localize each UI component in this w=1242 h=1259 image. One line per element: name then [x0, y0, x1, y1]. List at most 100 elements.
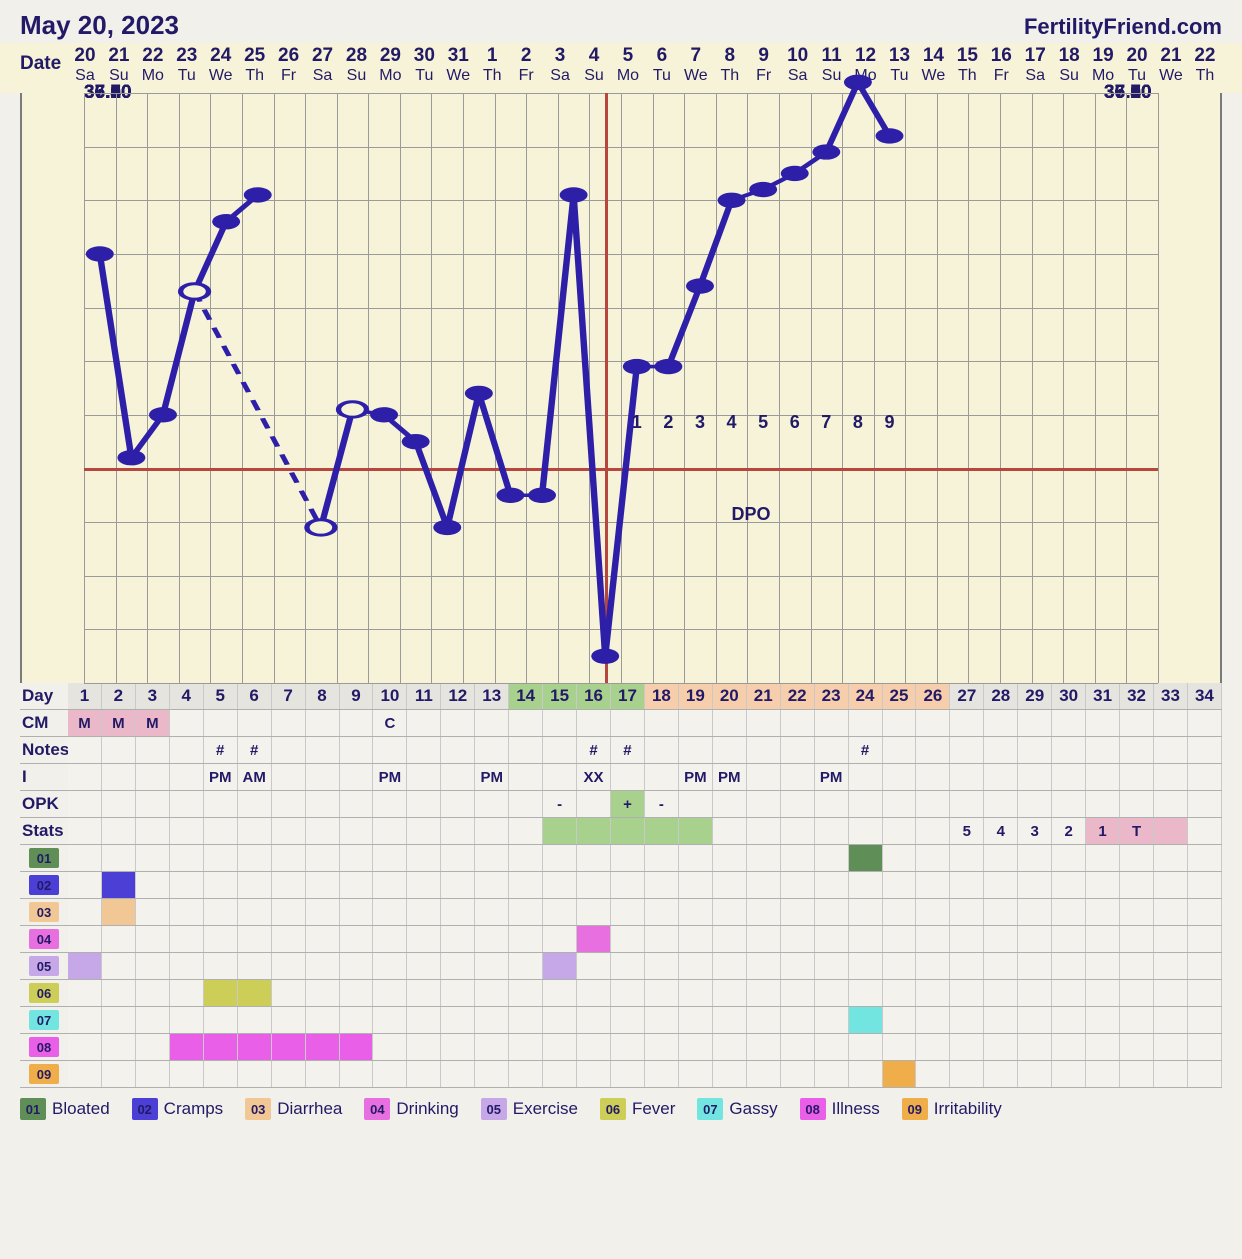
- row-notes-cell-day-28[interactable]: [984, 737, 1018, 763]
- row-notes-cell-day-9[interactable]: [340, 737, 374, 763]
- symptom-09-cell-day-7[interactable]: [272, 1061, 306, 1087]
- symptom-02-cell-day-15[interactable]: [543, 872, 577, 898]
- row-i-cell-day-15[interactable]: [543, 764, 577, 790]
- symptom-06-cell-day-30[interactable]: [1052, 980, 1086, 1006]
- symptom-09-cell-day-30[interactable]: [1052, 1061, 1086, 1087]
- symptom-01-cell-day-21[interactable]: [747, 845, 781, 871]
- row-opk-cell-day-32[interactable]: [1120, 791, 1154, 817]
- symptom-07-cell-day-13[interactable]: [475, 1007, 509, 1033]
- symptom-05-cell-day-26[interactable]: [916, 953, 950, 979]
- symptom-03-cell-day-32[interactable]: [1120, 899, 1154, 925]
- symptom-02-cell-day-9[interactable]: [340, 872, 374, 898]
- symptom-06-cell-day-5[interactable]: [204, 980, 238, 1006]
- symptom-04-cell-day-10[interactable]: [373, 926, 407, 952]
- symptom-08-cell-day-21[interactable]: [747, 1034, 781, 1060]
- row-cm-cell-day-19[interactable]: [679, 710, 713, 736]
- symptom-03-cell-day-33[interactable]: [1154, 899, 1188, 925]
- row-notes-cell-day-31[interactable]: [1086, 737, 1120, 763]
- symptom-08-cell-day-2[interactable]: [102, 1034, 136, 1060]
- symptom-01-cell-day-33[interactable]: [1154, 845, 1188, 871]
- row-notes-cell-day-12[interactable]: [441, 737, 475, 763]
- symptom-06-cell-day-11[interactable]: [407, 980, 441, 1006]
- row-cm-cell-day-32[interactable]: [1120, 710, 1154, 736]
- symptom-02-cell-day-3[interactable]: [136, 872, 170, 898]
- symptom-08-cell-day-11[interactable]: [407, 1034, 441, 1060]
- symptom-05-cell-day-15[interactable]: [543, 953, 577, 979]
- symptom-07-cell-day-3[interactable]: [136, 1007, 170, 1033]
- symptom-07-cell-day-30[interactable]: [1052, 1007, 1086, 1033]
- symptom-06-cell-day-6[interactable]: [238, 980, 272, 1006]
- symptom-01-cell-day-9[interactable]: [340, 845, 374, 871]
- symptom-05-cell-day-31[interactable]: [1086, 953, 1120, 979]
- symptom-03-cell-day-22[interactable]: [781, 899, 815, 925]
- symptom-02-cell-day-28[interactable]: [984, 872, 1018, 898]
- symptom-05-cell-day-4[interactable]: [170, 953, 204, 979]
- temp-point-day-21[interactable]: [718, 193, 746, 208]
- row-opk-cell-day-5[interactable]: [204, 791, 238, 817]
- symptom-04-cell-day-1[interactable]: [68, 926, 102, 952]
- symptom-03-cell-day-7[interactable]: [272, 899, 306, 925]
- symptom-03-cell-day-2[interactable]: [102, 899, 136, 925]
- symptom-02-cell-day-30[interactable]: [1052, 872, 1086, 898]
- symptom-09-cell-day-33[interactable]: [1154, 1061, 1188, 1087]
- symptom-04-cell-day-15[interactable]: [543, 926, 577, 952]
- temp-point-day-6[interactable]: [244, 187, 272, 202]
- row-cm-cell-day-27[interactable]: [950, 710, 984, 736]
- symptom-08-cell-day-29[interactable]: [1018, 1034, 1052, 1060]
- row-opk-cell-day-25[interactable]: [883, 791, 917, 817]
- symptom-03-cell-day-23[interactable]: [815, 899, 849, 925]
- symptom-08-cell-day-25[interactable]: [883, 1034, 917, 1060]
- row-i-cell-day-9[interactable]: [340, 764, 374, 790]
- row-opk-cell-day-18[interactable]: -: [645, 791, 679, 817]
- symptom-04-cell-day-31[interactable]: [1086, 926, 1120, 952]
- row-stats-cell-day-19[interactable]: [679, 818, 713, 844]
- symptom-04-cell-day-28[interactable]: [984, 926, 1018, 952]
- row-cm-cell-day-7[interactable]: [272, 710, 306, 736]
- row-stats-cell-day-10[interactable]: [373, 818, 407, 844]
- symptom-03-cell-day-9[interactable]: [340, 899, 374, 925]
- symptom-02-cell-day-10[interactable]: [373, 872, 407, 898]
- symptom-05-cell-day-29[interactable]: [1018, 953, 1052, 979]
- symptom-07-cell-day-12[interactable]: [441, 1007, 475, 1033]
- symptom-04-cell-day-3[interactable]: [136, 926, 170, 952]
- row-i-cell-day-14[interactable]: [509, 764, 543, 790]
- symptom-09-cell-day-25[interactable]: [883, 1061, 917, 1087]
- row-notes-cell-day-2[interactable]: [102, 737, 136, 763]
- symptom-07-cell-day-27[interactable]: [950, 1007, 984, 1033]
- symptom-03-cell-day-6[interactable]: [238, 899, 272, 925]
- symptom-08-cell-day-30[interactable]: [1052, 1034, 1086, 1060]
- symptom-08-cell-day-3[interactable]: [136, 1034, 170, 1060]
- symptom-08-cell-day-4[interactable]: [170, 1034, 204, 1060]
- temp-point-day-8[interactable]: [307, 520, 335, 535]
- symptom-02-cell-day-24[interactable]: [849, 872, 883, 898]
- symptom-03-cell-day-13[interactable]: [475, 899, 509, 925]
- row-i-cell-day-25[interactable]: [883, 764, 917, 790]
- symptom-07-cell-day-1[interactable]: [68, 1007, 102, 1033]
- symptom-02-cell-day-34[interactable]: [1188, 872, 1222, 898]
- symptom-01-cell-day-15[interactable]: [543, 845, 577, 871]
- symptom-08-cell-day-7[interactable]: [272, 1034, 306, 1060]
- row-cm-cell-day-34[interactable]: [1188, 710, 1222, 736]
- row-opk-cell-day-22[interactable]: [781, 791, 815, 817]
- symptom-09-cell-day-1[interactable]: [68, 1061, 102, 1087]
- symptom-09-cell-day-34[interactable]: [1188, 1061, 1222, 1087]
- symptom-07-cell-day-23[interactable]: [815, 1007, 849, 1033]
- row-opk-cell-day-13[interactable]: [475, 791, 509, 817]
- row-notes-cell-day-33[interactable]: [1154, 737, 1188, 763]
- symptom-08-cell-day-27[interactable]: [950, 1034, 984, 1060]
- row-stats-cell-day-9[interactable]: [340, 818, 374, 844]
- temp-point-day-3[interactable]: [149, 407, 177, 422]
- symptom-05-cell-day-32[interactable]: [1120, 953, 1154, 979]
- row-opk-cell-day-2[interactable]: [102, 791, 136, 817]
- row-notes-cell-day-17[interactable]: #: [611, 737, 645, 763]
- row-cm-cell-day-14[interactable]: [509, 710, 543, 736]
- row-i-cell-day-11[interactable]: [407, 764, 441, 790]
- row-i-cell-day-17[interactable]: [611, 764, 645, 790]
- row-stats-cell-day-6[interactable]: [238, 818, 272, 844]
- symptom-05-cell-day-23[interactable]: [815, 953, 849, 979]
- row-stats-cell-day-3[interactable]: [136, 818, 170, 844]
- row-i-cell-day-31[interactable]: [1086, 764, 1120, 790]
- symptom-03-cell-day-11[interactable]: [407, 899, 441, 925]
- row-opk-cell-day-11[interactable]: [407, 791, 441, 817]
- symptom-07-cell-day-2[interactable]: [102, 1007, 136, 1033]
